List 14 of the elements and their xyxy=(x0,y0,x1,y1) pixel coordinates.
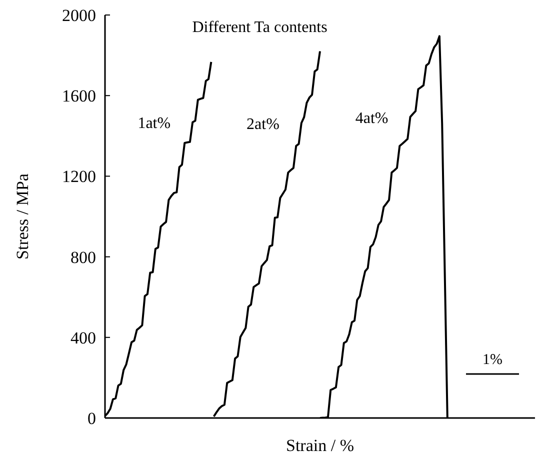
scale-bar: 1% xyxy=(466,350,519,380)
y-tick-label: 800 xyxy=(70,248,96,267)
y-tick-label: 0 xyxy=(88,409,96,428)
y-tick-label: 400 xyxy=(70,328,96,348)
y-tick-label: 2000 xyxy=(62,6,96,26)
y-axis-title: Stress / MPa xyxy=(13,173,32,260)
series-label: 2at% xyxy=(246,116,280,134)
y-tick-label: 1200 xyxy=(62,167,96,186)
y-tick-label: 1600 xyxy=(62,86,96,106)
x-axis-title: Strain / % xyxy=(286,436,354,453)
series-label: 1at% xyxy=(138,115,171,132)
annotation: 1% xyxy=(481,351,504,370)
chart-title: Different Ta contents xyxy=(191,19,328,37)
series-label: 4at% xyxy=(355,110,388,127)
